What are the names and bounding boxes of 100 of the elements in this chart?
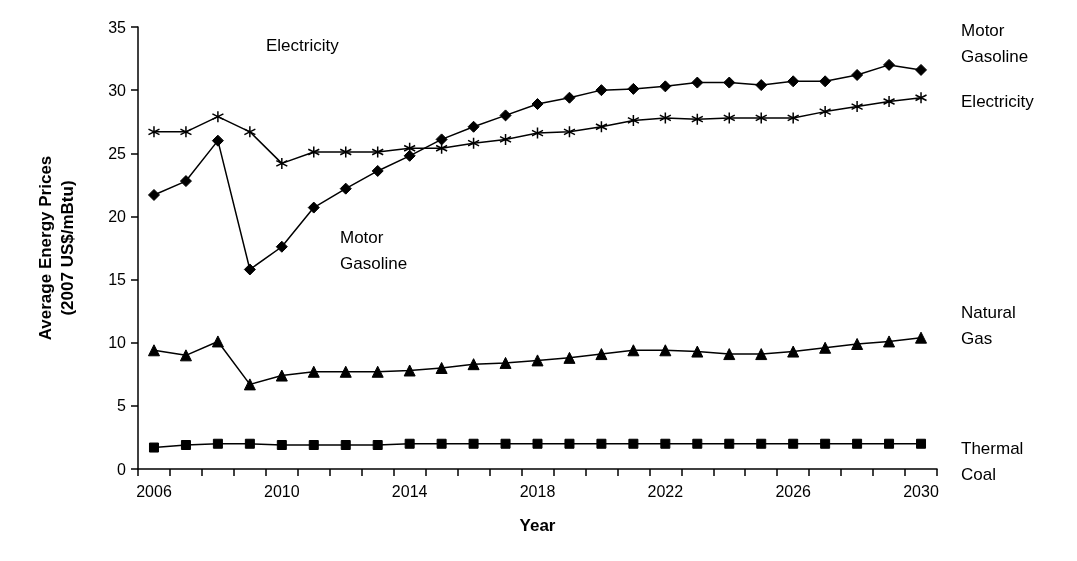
point xyxy=(659,80,672,93)
point xyxy=(755,79,768,92)
point xyxy=(627,344,640,357)
point xyxy=(307,365,320,378)
point xyxy=(883,335,896,348)
point xyxy=(563,351,576,364)
point xyxy=(148,442,159,453)
point xyxy=(372,440,383,451)
y-tick-label: 25 xyxy=(108,144,127,162)
point xyxy=(628,438,639,449)
point xyxy=(276,440,287,451)
point xyxy=(275,240,288,253)
point xyxy=(691,76,704,89)
y-tick-label: 10 xyxy=(108,334,127,352)
x-tick-label: 2006 xyxy=(136,482,172,500)
point xyxy=(532,438,543,449)
y-tick-label: 20 xyxy=(108,207,127,225)
x-tick-label: 2030 xyxy=(903,482,939,500)
point xyxy=(211,134,224,147)
point xyxy=(914,91,928,104)
point xyxy=(916,438,927,449)
point xyxy=(915,63,928,76)
point xyxy=(852,438,863,449)
x-axis-title: Year xyxy=(519,516,556,535)
point xyxy=(211,110,225,123)
point xyxy=(882,95,896,108)
point xyxy=(500,438,511,449)
y-axis-title: Average Energy Prices (2007 US$/mBtu) xyxy=(35,155,77,341)
x-tick-label: 2018 xyxy=(519,482,556,500)
point xyxy=(468,438,479,449)
x-tick-label: 2010 xyxy=(264,482,300,500)
point xyxy=(340,440,351,451)
text: Natural Gas xyxy=(961,303,1016,349)
point xyxy=(818,105,832,118)
point xyxy=(660,438,671,449)
point xyxy=(467,136,480,150)
point xyxy=(627,82,640,95)
point xyxy=(627,114,640,127)
x-tick-label: 2022 xyxy=(647,482,684,500)
point xyxy=(179,175,192,188)
point xyxy=(212,438,223,449)
point xyxy=(243,378,256,391)
y-tick-label: 15 xyxy=(108,271,127,289)
point xyxy=(787,75,800,88)
y-tick-label: 0 xyxy=(117,460,127,478)
point xyxy=(403,364,416,377)
point xyxy=(339,365,352,378)
point xyxy=(692,438,703,449)
point xyxy=(531,354,544,367)
point xyxy=(595,348,608,361)
point xyxy=(884,438,895,449)
point xyxy=(531,98,544,111)
point xyxy=(307,145,321,159)
point xyxy=(754,111,768,125)
point xyxy=(371,145,384,159)
point xyxy=(723,76,736,89)
point xyxy=(499,356,512,369)
point xyxy=(819,75,832,88)
point xyxy=(595,84,608,97)
point xyxy=(595,120,608,134)
point xyxy=(499,109,512,122)
y-tick-label: 35 xyxy=(108,18,127,36)
point xyxy=(883,58,896,71)
annotation: Electricity xyxy=(266,35,340,55)
text: Thermal Coal xyxy=(961,439,1024,485)
point xyxy=(915,331,928,344)
point xyxy=(786,111,800,125)
point xyxy=(275,157,289,170)
point xyxy=(435,361,448,374)
point xyxy=(723,348,736,361)
point xyxy=(755,348,768,361)
y-tick-label: 5 xyxy=(117,397,127,415)
point xyxy=(467,120,480,133)
point xyxy=(307,201,320,214)
point xyxy=(659,111,672,125)
x-tick-label: 2026 xyxy=(775,482,812,500)
point xyxy=(499,133,512,146)
annotation: Motor Gasoline xyxy=(340,227,408,273)
point xyxy=(339,182,352,195)
y-tick-label: 30 xyxy=(108,81,127,99)
point xyxy=(596,438,607,449)
point xyxy=(147,188,160,201)
point xyxy=(691,345,704,358)
point xyxy=(243,125,257,139)
text: Motor Gasoline xyxy=(961,21,1029,67)
point xyxy=(179,349,192,362)
point xyxy=(723,111,736,125)
point xyxy=(404,438,415,449)
point xyxy=(659,344,672,357)
point xyxy=(403,149,416,162)
point xyxy=(851,68,864,81)
text: Electricity xyxy=(961,92,1035,112)
point xyxy=(436,438,447,449)
point xyxy=(563,91,576,104)
point xyxy=(851,337,864,350)
point xyxy=(787,345,800,358)
point xyxy=(756,438,767,449)
point xyxy=(243,263,256,276)
point xyxy=(564,438,575,449)
point xyxy=(467,358,480,371)
